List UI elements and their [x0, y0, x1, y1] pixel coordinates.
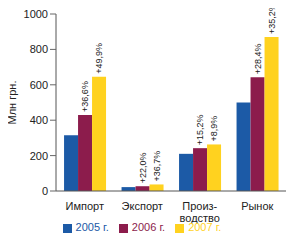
svg-text:Млн грн.: Млн грн.	[8, 81, 18, 125]
svg-text:200: 200	[30, 150, 48, 162]
html-text:2005 г.: 2005 г.	[75, 221, 109, 233]
html-text:2007 г.: 2007 г.	[188, 221, 222, 233]
svg-text:+8,9%: +8,9%	[209, 116, 219, 142]
svg-text:+36,7%: +36,7%	[152, 151, 162, 182]
svg-text:Произ-водство: Произ-водство	[180, 200, 220, 224]
svg-text:Рынок: Рынок	[241, 200, 273, 212]
svg-text:+22,0%: +22,0%	[138, 152, 148, 183]
svg-text:+35,2%: +35,2%	[267, 8, 277, 34]
svg-text:+36,6%: +36,6%	[80, 81, 90, 112]
svg-text:+49,9%: +49,9%	[94, 43, 104, 74]
svg-text:1000: 1000	[24, 8, 48, 20]
html-text:2006 г.: 2006 г.	[131, 221, 166, 233]
svg-text:800: 800	[30, 43, 48, 55]
svg-text:600: 600	[30, 79, 48, 91]
svg-text:0: 0	[42, 185, 48, 197]
svg-text:Экспорт: Экспорт	[122, 200, 163, 212]
svg-text:+28,4%: +28,4%	[253, 43, 263, 74]
svg-text:+15,2%: +15,2%	[195, 114, 205, 145]
svg-text:400: 400	[30, 114, 48, 126]
svg-text:Импорт: Импорт	[66, 200, 104, 212]
